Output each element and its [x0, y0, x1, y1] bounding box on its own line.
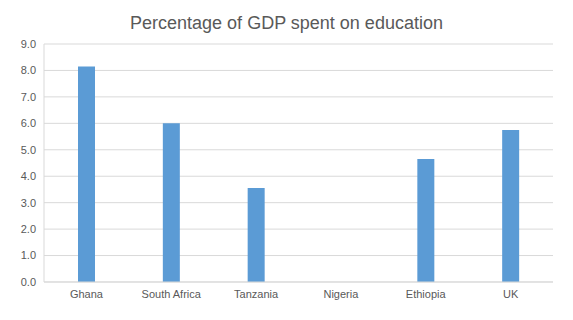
html-text:Percentage of GDP spent on edu: Percentage of GDP spent on education	[130, 13, 443, 33]
svg-text:Tanzania: Tanzania	[234, 288, 279, 300]
svg-text:7.0: 7.0	[21, 91, 36, 103]
svg-text:Ethiopia: Ethiopia	[406, 288, 447, 300]
svg-text:UK: UK	[503, 288, 519, 300]
svg-text:1.0: 1.0	[21, 249, 36, 261]
svg-text:Nigeria: Nigeria	[323, 288, 359, 300]
svg-text:4.0: 4.0	[21, 170, 36, 182]
svg-text:5.0: 5.0	[21, 144, 36, 156]
svg-text:Ghana: Ghana	[70, 288, 104, 300]
svg-text:0.0: 0.0	[21, 276, 36, 288]
svg-text:South Africa: South Africa	[142, 288, 202, 300]
svg-text:3.0: 3.0	[21, 197, 36, 209]
svg-text:9.0: 9.0	[21, 38, 36, 50]
svg-text:8.0: 8.0	[21, 64, 36, 76]
svg-text:2.0: 2.0	[21, 223, 36, 235]
svg-text:6.0: 6.0	[21, 117, 36, 129]
